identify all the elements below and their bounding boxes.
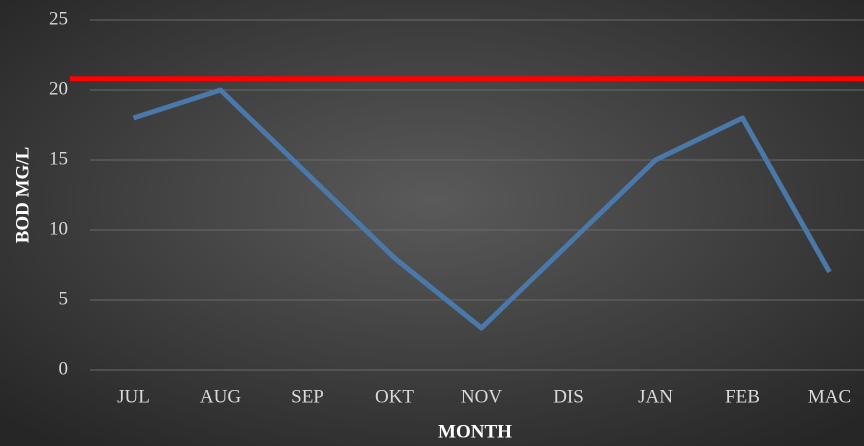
x-tick-label: DIS (553, 386, 584, 407)
y-tick-label: 25 (49, 8, 68, 29)
x-axis-title: MONTH (438, 421, 512, 442)
x-tick-label: NOV (461, 386, 502, 407)
y-axis-title: BOD MG/L (12, 147, 33, 244)
y-tick-label: 15 (49, 148, 68, 169)
x-tick-label: AUG (200, 386, 241, 407)
y-tick-label: 20 (49, 78, 68, 99)
data-line (132, 87, 832, 331)
y-tick-label: 0 (59, 358, 69, 379)
x-tick-label: MAC (808, 386, 851, 407)
x-tick-label: JAN (638, 386, 673, 407)
y-tick-label: 5 (59, 288, 69, 309)
x-tick-label: SEP (291, 386, 324, 407)
x-tick-label: JUL (117, 386, 150, 407)
x-tick-label: FEB (725, 386, 760, 407)
y-tick-label: 10 (49, 218, 68, 239)
x-tick-label: OKT (375, 386, 414, 407)
